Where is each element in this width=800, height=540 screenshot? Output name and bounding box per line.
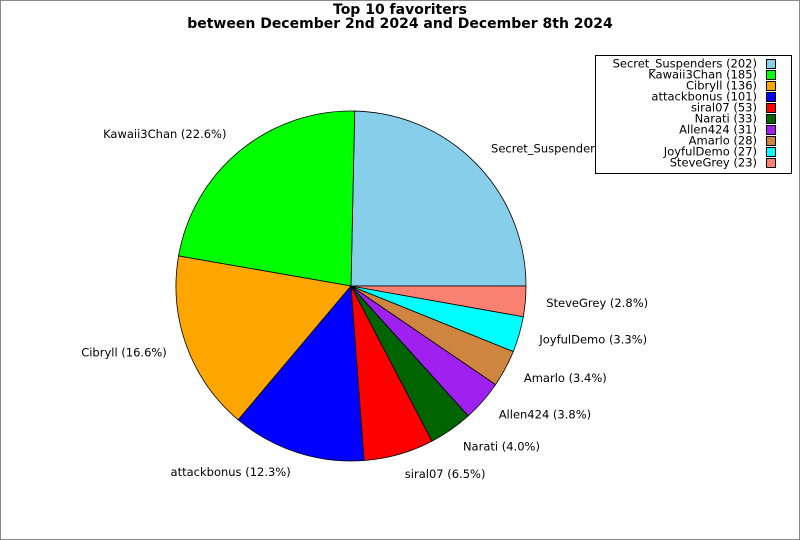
legend-swatch: [766, 114, 776, 124]
legend: Secret_Suspenders (202)Kawaii3Chan (185)…: [595, 55, 792, 174]
legend-label: Amarlo (28): [689, 134, 757, 148]
legend-label: JoyfulDemo (27): [663, 145, 757, 159]
legend-label: Kawaii3Chan (185): [648, 68, 757, 82]
pie: [175, 110, 527, 462]
legend-swatch: [766, 59, 776, 69]
legend-label: Secret_Suspenders (202): [613, 57, 757, 71]
slice-label: SteveGrey (2.8%): [546, 296, 648, 310]
slice-label: siral07 (6.5%): [405, 467, 486, 481]
legend-swatch: [766, 103, 776, 113]
slice-label: Amarlo (3.4%): [524, 371, 607, 385]
pie-slice: [350, 285, 527, 318]
slice-label: Narati (4.0%): [463, 439, 540, 453]
legend-swatch: [766, 70, 776, 80]
legend-label: SteveGrey (23): [670, 156, 757, 170]
chart-subtitle: between December 2nd 2024 and December 8…: [187, 16, 613, 32]
legend-swatch: [766, 81, 776, 91]
legend-label: attackbonus (101): [651, 90, 757, 104]
legend-label: siral07 (53): [691, 101, 757, 115]
pie-slice: [237, 284, 365, 462]
slice-label: attackbonus (12.3%): [171, 465, 291, 479]
pie-slice: [178, 110, 356, 287]
legend-label: Narati (33): [695, 112, 757, 126]
pie-slice: [350, 110, 527, 287]
chart-title: Top 10 favoriters: [333, 2, 467, 18]
legend-swatch: [766, 147, 776, 157]
legend-swatch: [766, 92, 776, 102]
legend-box: [595, 55, 792, 174]
slice-label: Kawaii3Chan (22.6%): [103, 127, 226, 141]
slice-label: Allen424 (3.8%): [499, 407, 591, 421]
slice-label: JoyfulDemo (3.3%): [538, 333, 647, 347]
legend-swatch: [766, 158, 776, 168]
pie-slice: [175, 255, 352, 421]
legend-swatch: [766, 136, 776, 146]
legend-label: Cibryll (136): [686, 79, 757, 93]
legend-swatch: [766, 125, 776, 135]
legend-label: Allen424 (31): [679, 123, 757, 137]
slice-label: Cibryll (16.6%): [81, 346, 167, 360]
